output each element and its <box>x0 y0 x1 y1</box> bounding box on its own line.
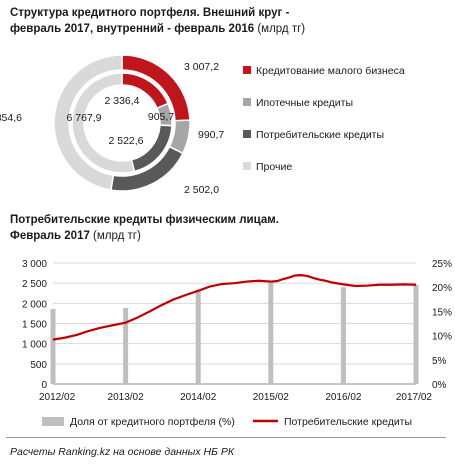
x-tick-label: 2012/02 <box>39 392 76 403</box>
y-right-tick-label: 0% <box>432 380 447 391</box>
x-tick-label: 2013/02 <box>108 392 145 403</box>
donut-inner-label-consumer: 2 522,6 <box>108 135 143 147</box>
line-chart-title-line2: Февраль 2017 <box>10 230 90 242</box>
donut-chart-unit: (млрд тг) <box>254 23 306 35</box>
y-right-tick-label: 5% <box>432 356 447 367</box>
donut-chart-title-line1: Структура кредитного портфеля. Внешний к… <box>10 7 290 19</box>
donut-chart-title: Структура кредитного портфеля. Внешний к… <box>10 5 310 37</box>
y-right-tick-label: 25% <box>432 259 452 270</box>
y-right-tick-label: 20% <box>432 283 452 294</box>
line-chart-title: Потребительские кредиты физическим лицам… <box>10 212 310 244</box>
share-bar <box>195 289 201 384</box>
legend-label-mortgage: Ипотечные кредиты <box>256 97 353 109</box>
y-left-tick-label: 1 500 <box>22 320 47 331</box>
legend-swatch-other <box>243 162 251 170</box>
share-bar <box>340 287 346 384</box>
donut-inner-label-other: 6 767,9 <box>66 112 101 124</box>
legend-label-consumer: Потребительские кредиты <box>256 129 384 141</box>
share-bar <box>413 284 419 384</box>
legend-label-consumer-line: Потребительские кредиты <box>284 416 412 428</box>
legend-swatch-small-business <box>243 66 251 74</box>
donut-inner-label-small-business: 2 336,4 <box>104 95 139 107</box>
line-chart-title-line1: Потребительские кредиты физическим лицам… <box>10 214 279 226</box>
source-note: Расчеты Ranking.kz на основе данных НБ Р… <box>10 446 235 458</box>
legend-swatch-share-bars <box>42 417 64 426</box>
donut-chart-title-line2: февраль 2017, внутренний - февраль 2016 <box>10 23 255 35</box>
y-left-tick-label: 1 000 <box>22 340 47 351</box>
y-right-tick-label: 15% <box>432 307 452 318</box>
share-bar <box>268 282 274 384</box>
x-tick-label: 2017/02 <box>396 392 433 403</box>
y-left-tick-label: 2 500 <box>22 279 47 290</box>
y-left-tick-label: 500 <box>30 360 47 371</box>
legend-label-small-business: Кредитование малого бизнеса <box>256 65 405 77</box>
legend-swatch-mortgage <box>243 98 251 106</box>
donut-outer-label-mortgage: 990,7 <box>198 129 224 141</box>
footer-divider <box>6 437 446 438</box>
y-left-tick-label: 3 000 <box>22 259 47 270</box>
consumer-credit-line <box>52 274 417 341</box>
donut-outer-label-small-business: 3 007,2 <box>184 61 219 73</box>
donut-inner-slice-other <box>71 72 136 174</box>
x-tick-label: 2016/02 <box>325 392 362 403</box>
share-bar <box>50 308 56 384</box>
donut-outer-label-other: 5 854,6 <box>0 112 22 124</box>
donut-inner-label-mortgage: 905,7 <box>148 111 174 123</box>
donut-outer-label-consumer: 2 502,0 <box>184 184 219 196</box>
legend-label-other: Прочие <box>256 161 292 173</box>
donut-outer-slice-other <box>53 54 123 191</box>
y-left-tick-label: 2 000 <box>22 299 47 310</box>
y-right-tick-label: 10% <box>432 332 452 343</box>
y-left-tick-label: 0 <box>41 380 47 391</box>
x-tick-label: 2015/02 <box>253 392 290 403</box>
line-chart-unit: (млрд тг) <box>89 230 141 242</box>
legend-swatch-consumer <box>243 130 251 138</box>
legend-label-share-bars: Доля от кредитного портфеля (%) <box>70 416 235 428</box>
x-tick-label: 2014/02 <box>180 392 217 403</box>
share-bar <box>123 308 129 384</box>
